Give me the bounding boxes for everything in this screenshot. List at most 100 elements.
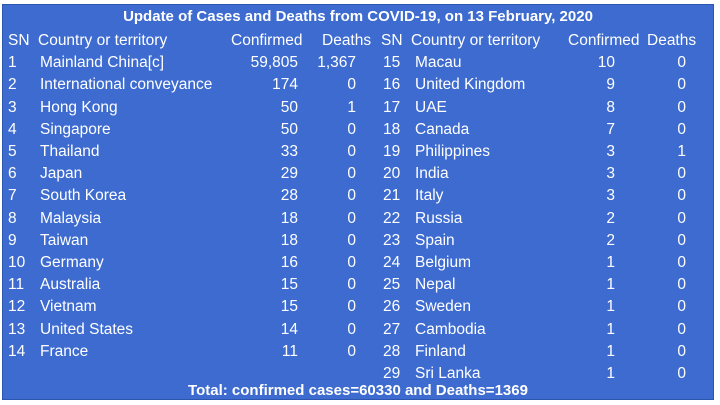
cell-confirmed: 16 — [280, 254, 298, 271]
cell-deaths: 0 — [677, 54, 686, 72]
cell-confirmed: 15 — [280, 298, 298, 316]
cell-sn: 2 — [8, 76, 17, 94]
cell-sn: 13 — [8, 320, 26, 338]
cell-deaths: 0 — [347, 276, 356, 294]
cell-sn: 10 — [8, 254, 26, 271]
cell-country: Vietnam — [40, 298, 97, 316]
table-row: 13 United States 14 0 27 Cambodia 1 0 — [3, 319, 713, 341]
cell-sn: 26 — [383, 298, 401, 316]
cell-country: India — [415, 165, 449, 183]
table-row: 7 South Korea 28 0 21 Italy 3 0 — [3, 185, 713, 207]
cell-confirmed: 2 — [606, 209, 615, 227]
cell-deaths: 0 — [347, 209, 356, 227]
cell-deaths: 0 — [347, 187, 356, 205]
cell-confirmed: 11 — [281, 342, 298, 360]
cell-confirmed: 174 — [272, 76, 298, 94]
header-sn-left: SN — [8, 32, 30, 49]
table-row: 9 Taiwan 18 0 23 Spain 2 0 — [3, 230, 713, 252]
cell-confirmed: 3 — [606, 143, 615, 160]
header-sn-right: SN — [381, 32, 403, 49]
cell-sn: 5 — [8, 143, 17, 160]
cell-sn: 22 — [383, 209, 401, 227]
cell-sn: 1 — [8, 54, 17, 72]
cell-sn: 20 — [383, 165, 401, 183]
cell-deaths: 0 — [347, 231, 356, 249]
cell-sn: 6 — [8, 165, 17, 183]
cell-deaths: 0 — [677, 76, 686, 94]
cell-confirmed: 14 — [280, 320, 298, 338]
cell-confirmed: 18 — [280, 209, 298, 227]
cell-sn: 12 — [8, 298, 26, 316]
table-row: 8 Malaysia 18 0 22 Russia 2 0 — [3, 208, 713, 230]
header-country-right: Country or territory — [411, 32, 541, 49]
cell-country: Malaysia — [40, 209, 102, 227]
cell-sn: 11 — [8, 276, 25, 294]
cell-sn: 25 — [383, 276, 401, 294]
cell-country: Germany — [40, 254, 104, 271]
cell-confirmed: 15 — [280, 276, 298, 294]
cell-deaths: 0 — [677, 187, 686, 205]
cell-sn: 8 — [8, 209, 17, 227]
cell-country: United States — [40, 320, 134, 338]
cell-country: Hong Kong — [40, 98, 118, 116]
cell-deaths: 0 — [677, 254, 686, 271]
table-row: 14 France 11 0 28 Finland 1 0 — [3, 341, 713, 363]
cell-deaths: 0 — [347, 76, 356, 94]
cell-confirmed: 2 — [606, 231, 615, 249]
cell-sn: 14 — [8, 342, 26, 360]
cell-sn: 27 — [383, 320, 401, 338]
table-title: Update of Cases and Deaths from COVID-19… — [123, 8, 593, 25]
cell-country: Sri Lanka — [415, 365, 481, 382]
table-row: 6 Japan 29 0 20 India 3 0 — [3, 163, 713, 185]
table-row: 29 Sri Lanka 1 0 — [3, 363, 713, 385]
cell-country: Macau — [415, 54, 462, 72]
cell-deaths: 0 — [347, 165, 356, 183]
cell-country: United Kingdom — [415, 76, 526, 94]
table-row: 11 Australia 15 0 25 Nepal 1 0 — [3, 274, 713, 296]
cell-confirmed: 50 — [280, 120, 298, 138]
cell-deaths: 0 — [677, 365, 686, 382]
cell-country: Finland — [415, 342, 466, 360]
cell-deaths: 0 — [347, 143, 356, 160]
cell-deaths: 1 — [347, 98, 356, 116]
cell-confirmed: 28 — [280, 187, 298, 205]
cell-sn: 21 — [383, 187, 401, 205]
cell-deaths: 1 — [677, 143, 686, 160]
header-confirmed-left: Confirmed — [231, 32, 303, 49]
cell-deaths: 0 — [347, 320, 356, 338]
cell-sn: 18 — [383, 120, 401, 138]
cell-confirmed: 8 — [606, 98, 615, 116]
cell-sn: 19 — [383, 143, 401, 160]
cell-sn: 24 — [383, 254, 401, 271]
cell-sn: 3 — [8, 98, 17, 116]
header-deaths-left: Deaths — [322, 32, 372, 49]
cell-country: Mainland China[c] — [40, 54, 165, 72]
cell-country: UAE — [415, 98, 447, 116]
cell-deaths: 0 — [677, 120, 686, 138]
cell-confirmed: 59,805 — [250, 54, 298, 72]
cell-deaths: 0 — [677, 342, 686, 360]
cell-country: France — [40, 342, 89, 360]
table-row: 1 Mainland China[c] 59,805 1,367 15 Macau 10 0 — [3, 52, 713, 74]
cell-confirmed: 1 — [606, 342, 615, 360]
table-row: 10 Germany 16 0 24 Belgium 1 0 — [3, 252, 713, 274]
covid-table-panel: Update of Cases and Deaths from COVID-19… — [2, 4, 714, 400]
cell-deaths: 0 — [347, 298, 356, 316]
cell-sn: 7 — [8, 187, 17, 205]
cell-confirmed: 3 — [606, 187, 615, 205]
cell-confirmed: 18 — [280, 231, 298, 249]
cell-sn: 17 — [383, 98, 401, 116]
cell-deaths: 0 — [677, 209, 686, 227]
cell-sn: 9 — [8, 231, 17, 249]
cell-country: Singapore — [40, 120, 111, 138]
cell-deaths: 0 — [677, 98, 686, 116]
cell-country: Canada — [415, 120, 470, 138]
header-confirmed-right: Confirmed — [568, 32, 640, 49]
table-row: 12 Vietnam 15 0 26 Sweden 1 0 — [3, 296, 713, 318]
cell-confirmed: 7 — [606, 120, 615, 138]
cell-deaths: 0 — [347, 254, 356, 271]
cell-deaths: 0 — [677, 320, 686, 338]
cell-country: South Korea — [40, 187, 127, 205]
cell-confirmed: 1 — [606, 254, 615, 271]
cell-country: Australia — [40, 276, 101, 294]
